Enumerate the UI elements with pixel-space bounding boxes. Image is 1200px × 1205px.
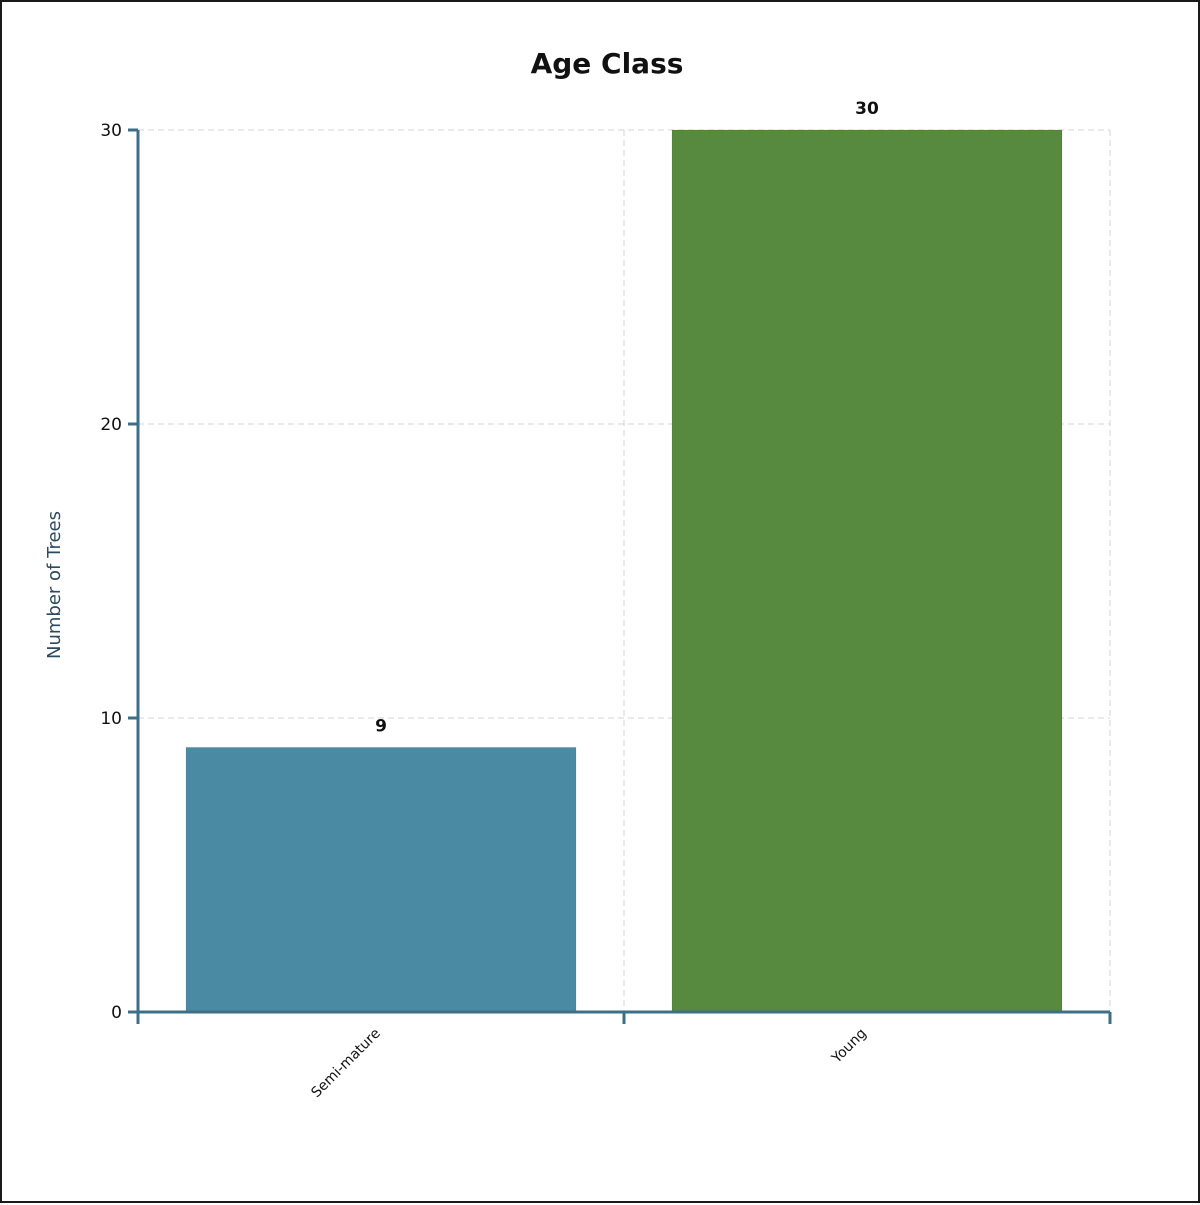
x-tick-label: Semi-mature (308, 1026, 383, 1101)
data-label: 30 (855, 99, 879, 119)
chart-title: Age Class (531, 47, 684, 80)
y-axis-label: Number of Trees (44, 511, 65, 659)
data-label: 9 (375, 716, 387, 736)
y-tick-label: 30 (100, 121, 122, 141)
bars (185, 129, 1063, 1013)
y-tick-label: 0 (111, 1003, 122, 1023)
y-tick-label: 20 (100, 415, 122, 435)
y-tick-label: 10 (100, 709, 122, 729)
x-tick-label: Young (828, 1026, 870, 1068)
bar-young (671, 129, 1063, 1013)
bar-semi-mature (185, 746, 577, 1013)
axes (128, 128, 1112, 1024)
